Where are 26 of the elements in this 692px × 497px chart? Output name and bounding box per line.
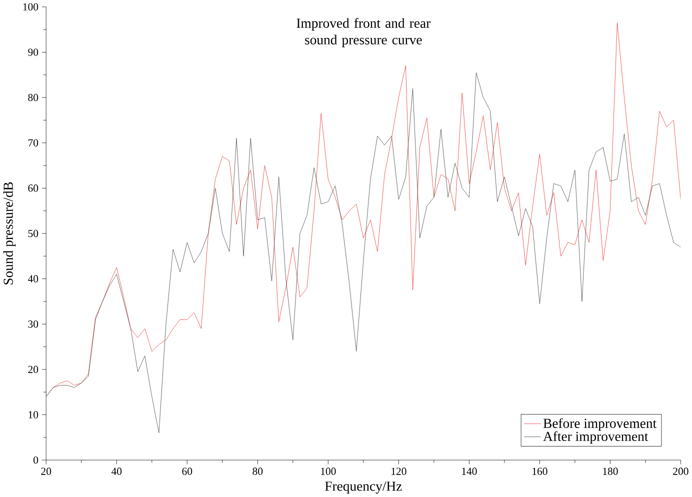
y-tick-label: 60 xyxy=(28,184,38,192)
x-tick-label: 20 xyxy=(41,468,52,475)
legend-label: After improvement xyxy=(543,431,648,444)
y-tick-label: 40 xyxy=(28,275,38,282)
x-tick-label: 60 xyxy=(182,468,192,475)
y-tick-label: 20 xyxy=(28,366,38,374)
x-tick-label: 100 xyxy=(321,468,336,475)
y-tick-label: 10 xyxy=(28,411,38,418)
x-tick-label: 200 xyxy=(673,468,688,475)
x-tick-label: 80 xyxy=(252,468,263,475)
y-tick-label: 0 xyxy=(34,456,38,464)
x-tick-label: 180 xyxy=(603,468,618,475)
x-tick-label: 40 xyxy=(111,468,122,475)
y-axis-title: Sound pressure/dB xyxy=(3,182,16,284)
y-tick-label: 80 xyxy=(28,94,38,102)
x-tick-label: 120 xyxy=(392,468,406,475)
y-tick-label: 70 xyxy=(28,139,38,147)
text: Improved front and rear sound pressure curve xyxy=(296,18,430,48)
legend-label: Before improvement xyxy=(543,418,656,431)
y-tick-label: 100 xyxy=(23,3,38,11)
y-tick-label: 50 xyxy=(28,230,38,238)
x-tick-label: 140 xyxy=(462,468,477,475)
y-tick-label: 90 xyxy=(28,48,38,56)
x-axis-title: Frequency/Hz xyxy=(325,482,402,494)
y-tick-label: 30 xyxy=(28,320,38,328)
x-tick-label: 160 xyxy=(532,468,548,475)
